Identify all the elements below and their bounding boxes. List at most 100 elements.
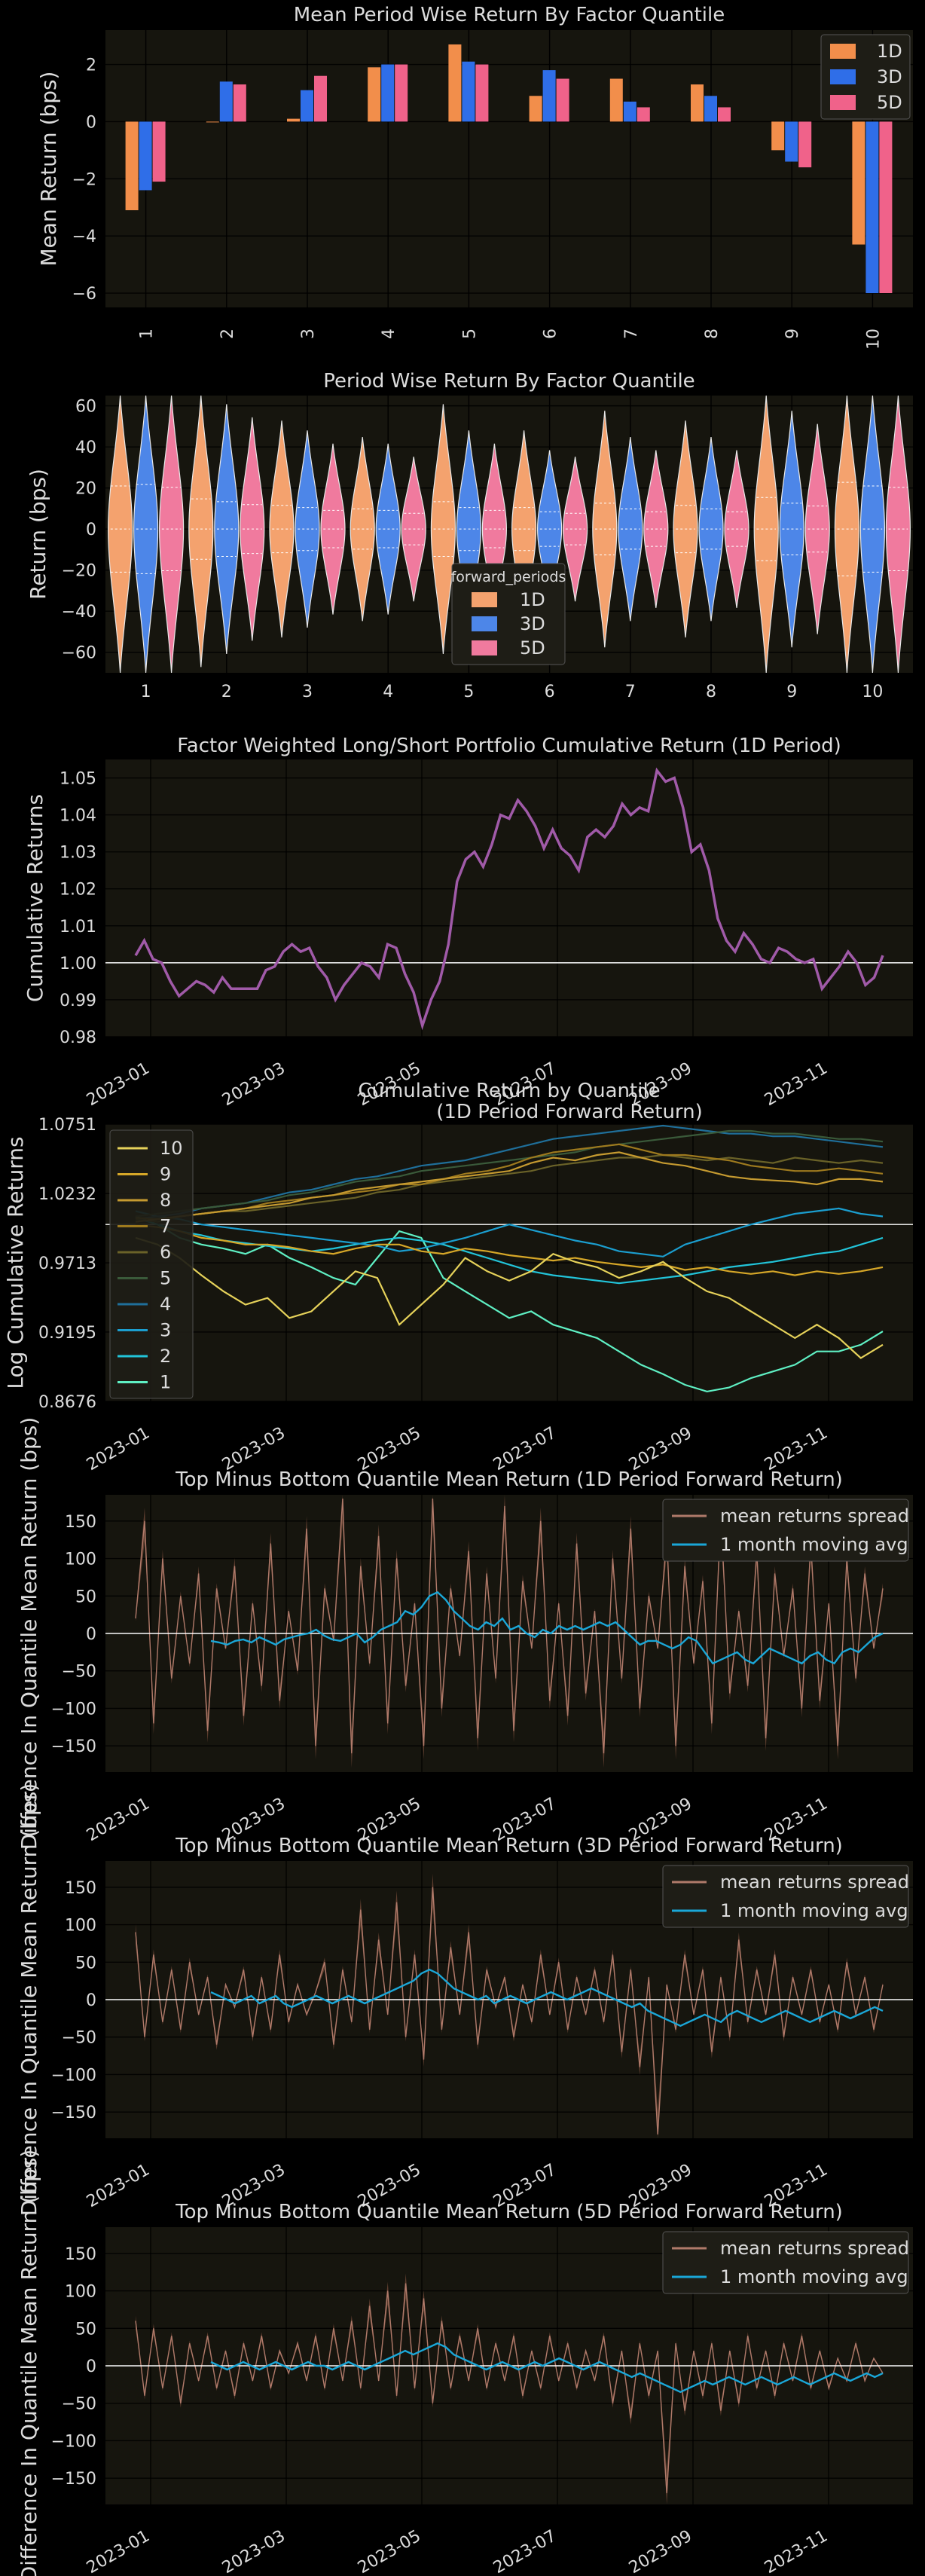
legend: forward_periods 1D 3D 5D bbox=[451, 563, 566, 665]
y-tick-label: 50 bbox=[75, 1587, 96, 1606]
y-tick-label: 100 bbox=[65, 1917, 96, 1936]
quantile-3-line bbox=[135, 1207, 884, 1257]
x-tick-label: 8 bbox=[706, 683, 716, 701]
x-tick-label: 9 bbox=[783, 328, 802, 339]
bar-1d-q9 bbox=[771, 121, 785, 151]
chart-title: Top Minus Bottom Quantile Mean Return (1… bbox=[175, 1468, 843, 1491]
x-tick-label: 7 bbox=[625, 683, 636, 701]
bar-1d-q8 bbox=[691, 84, 704, 122]
x-tick-label: 3 bbox=[299, 328, 318, 339]
legend-swatch-5d bbox=[472, 640, 497, 655]
chart-mean-return-by-quantile: Mean Period Wise Return By Factor Quanti… bbox=[36, 4, 913, 350]
y-tick-label: 150 bbox=[65, 1513, 96, 1532]
bar-3d-q1 bbox=[139, 121, 152, 191]
bar-3d-q8 bbox=[704, 96, 717, 122]
moving-avg-line bbox=[210, 1968, 884, 2027]
y-tick-label: 40 bbox=[75, 439, 96, 457]
y-tick-label: −150 bbox=[51, 2104, 96, 2122]
gridlines bbox=[105, 30, 913, 307]
bar-1d-q4 bbox=[368, 67, 381, 122]
y-tick-label: −100 bbox=[51, 2066, 96, 2085]
y-tick-label: 1.01 bbox=[60, 918, 96, 937]
quantile-1-line bbox=[135, 1215, 884, 1393]
bar-5d-q8 bbox=[718, 107, 731, 122]
chart-title: Cumulative Return by Quantile bbox=[358, 1080, 660, 1102]
y-tick-label: 60 bbox=[75, 398, 96, 417]
quantile-6-line bbox=[135, 1154, 884, 1223]
mean-returns-spread-line bbox=[135, 1887, 884, 2135]
legend-swatch-5d bbox=[830, 95, 856, 110]
violin-1d-q10 bbox=[834, 395, 860, 674]
series-lines bbox=[105, 1124, 913, 1393]
bar-3d-q6 bbox=[542, 70, 556, 122]
y-tick-label: 0 bbox=[86, 2358, 96, 2376]
legend-label-q1: 1 bbox=[160, 1372, 171, 1393]
legend-swatch-3d bbox=[830, 69, 856, 84]
bars bbox=[125, 44, 893, 294]
y-tick-labels: 150 100 50 0 −50 −100 −150 bbox=[51, 1879, 96, 2122]
y-tick-label: 50 bbox=[75, 1954, 96, 1972]
y-tick-label: 100 bbox=[65, 1551, 96, 1569]
y-tick-label: −100 bbox=[51, 1700, 96, 1719]
plot-area bbox=[105, 759, 913, 1037]
x-tick-label: 8 bbox=[703, 328, 722, 339]
legend-label-q9: 9 bbox=[160, 1164, 171, 1185]
bar-5d-q4 bbox=[395, 64, 408, 122]
y-tick-label: −150 bbox=[51, 2470, 96, 2489]
y-tick-label: 1.02 bbox=[60, 881, 96, 900]
y-tick-label: 0.98 bbox=[60, 1028, 96, 1047]
x-tick-label: 10 bbox=[864, 328, 883, 350]
y-tick-label: 1.04 bbox=[60, 807, 96, 826]
y-tick-label: 1.0232 bbox=[38, 1185, 96, 1204]
y-tick-labels: 60 40 20 0 −20 −40 −60 bbox=[62, 398, 96, 663]
y-tick-label: 1.03 bbox=[60, 844, 96, 863]
x-tick-label: 4 bbox=[380, 328, 398, 339]
legend-label-q4: 4 bbox=[160, 1294, 171, 1315]
y-tick-label: −100 bbox=[51, 2432, 96, 2451]
violin-3d-q1 bbox=[133, 395, 159, 674]
legend-swatch-1d bbox=[830, 44, 856, 59]
x-tick-label: 2 bbox=[218, 328, 237, 339]
cumulative-return-line bbox=[134, 767, 884, 1031]
bar-5d-q1 bbox=[152, 121, 166, 182]
bar-3d-q4 bbox=[381, 64, 395, 122]
y-tick-label: −4 bbox=[72, 228, 96, 246]
x-tick-label: 1 bbox=[138, 328, 157, 339]
chart-title: Top Minus Bottom Quantile Mean Return (5… bbox=[175, 2201, 843, 2223]
bar-1d-q6 bbox=[529, 96, 542, 122]
y-tick-label: 1.05 bbox=[60, 770, 96, 789]
legend-label-5d: 5D bbox=[520, 637, 545, 659]
bar-3d-q5 bbox=[462, 61, 475, 122]
legend-label-1d: 1D bbox=[520, 589, 545, 610]
chart-period-wise-return-violins: Period Wise Return By Factor Quantile Re… bbox=[26, 370, 913, 701]
legend-label-q2: 2 bbox=[160, 1346, 171, 1367]
legend-label-moving-avg: 1 month moving avg bbox=[720, 2266, 908, 2287]
violin-1d-q2 bbox=[188, 395, 214, 668]
quantile-7-line bbox=[135, 1143, 884, 1221]
x-tick-labels: 1 2 3 4 5 6 7 8 9 10 bbox=[138, 328, 884, 350]
violin-5d-q1 bbox=[158, 395, 185, 674]
y-tick-label: −50 bbox=[62, 2029, 96, 2048]
x-tick-label: 9 bbox=[786, 683, 797, 701]
y-tick-labels: 1.0751 1.0232 0.9713 0.9195 0.8676 bbox=[38, 1116, 96, 1412]
legend-label-1d: 1D bbox=[877, 41, 902, 62]
y-axis-label: Cumulative Returns bbox=[23, 794, 47, 1002]
series-lines bbox=[105, 1873, 913, 2138]
y-tick-label: −150 bbox=[51, 1737, 96, 1756]
y-tick-label: 2 bbox=[86, 57, 96, 75]
chart-top-minus-bottom-5d: Top Minus Bottom Quantile Mean Return (5… bbox=[17, 2150, 913, 2576]
x-tick-label: 1 bbox=[141, 683, 151, 701]
bar-3d-q3 bbox=[301, 90, 313, 122]
y-axis-label: Difference In Quantile Mean Return (bps) bbox=[17, 1417, 41, 1850]
mean-returns-spread-line bbox=[135, 1498, 884, 1754]
y-tick-label: 0.9195 bbox=[38, 1324, 96, 1343]
legend-label-spread: mean returns spread bbox=[720, 2238, 909, 2259]
y-tick-label: −40 bbox=[62, 603, 96, 622]
x-tick-label: 6 bbox=[545, 683, 555, 701]
legend-swatch-1d bbox=[472, 592, 497, 607]
legend-label-moving-avg: 1 month moving avg bbox=[720, 1534, 908, 1555]
chart-top-minus-bottom-3d: Top Minus Bottom Quantile Mean Return (3… bbox=[17, 1783, 913, 2216]
y-tick-labels: 150 100 50 0 −50 −100 −150 bbox=[51, 1513, 96, 1756]
bar-1d-q10 bbox=[852, 121, 865, 245]
